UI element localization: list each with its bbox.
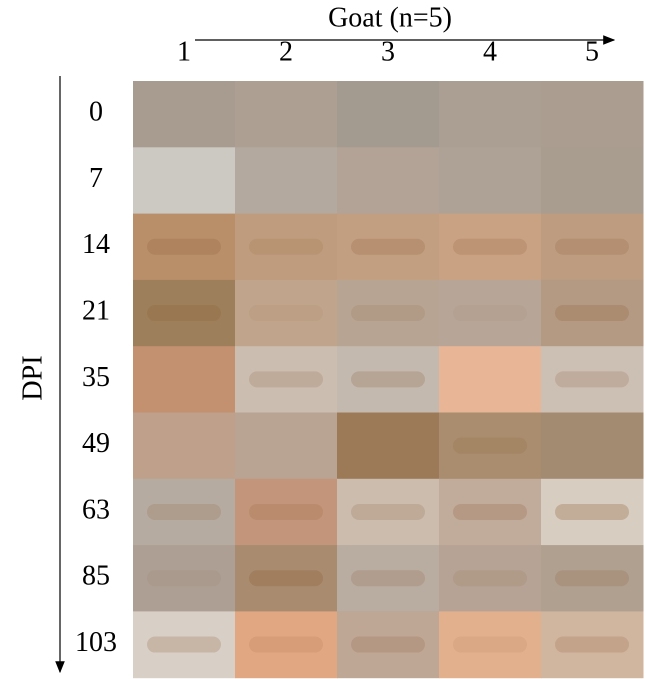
cell bbox=[439, 147, 542, 214]
band bbox=[147, 504, 221, 520]
figure: Goat (n=5) DPI 1 2 3 4 5 0 7 14 21 35 49 63 85 103 bbox=[0, 0, 646, 679]
band bbox=[249, 239, 323, 255]
band bbox=[555, 570, 629, 586]
band bbox=[453, 239, 527, 255]
band bbox=[453, 637, 527, 653]
band bbox=[351, 305, 425, 321]
image-grid bbox=[133, 81, 644, 678]
cell bbox=[133, 147, 236, 214]
band bbox=[555, 371, 629, 387]
band bbox=[351, 371, 425, 387]
row-title: DPI bbox=[17, 355, 48, 400]
cell bbox=[133, 346, 236, 413]
band bbox=[147, 239, 221, 255]
column-label: 2 bbox=[279, 36, 293, 67]
band bbox=[351, 504, 425, 520]
band bbox=[555, 504, 629, 520]
column-label: 3 bbox=[381, 36, 395, 67]
band bbox=[249, 504, 323, 520]
band bbox=[147, 305, 221, 321]
column-label: 4 bbox=[483, 36, 497, 67]
band bbox=[453, 305, 527, 321]
cell bbox=[235, 147, 338, 214]
cell bbox=[541, 413, 644, 480]
cell bbox=[439, 81, 542, 148]
row-label: 85 bbox=[82, 561, 110, 592]
row-label: 14 bbox=[82, 229, 110, 260]
band bbox=[453, 504, 527, 520]
row-label: 35 bbox=[82, 362, 110, 393]
cell bbox=[541, 81, 644, 148]
row-label: 103 bbox=[75, 627, 117, 658]
band bbox=[249, 570, 323, 586]
band bbox=[351, 637, 425, 653]
row-label: 49 bbox=[82, 428, 110, 459]
cell bbox=[337, 147, 440, 214]
cell bbox=[337, 413, 440, 480]
cell bbox=[133, 413, 236, 480]
band bbox=[147, 570, 221, 586]
cell bbox=[337, 81, 440, 148]
row-label: 21 bbox=[82, 295, 110, 326]
cell bbox=[439, 346, 542, 413]
row-label: 7 bbox=[89, 163, 103, 194]
band bbox=[249, 305, 323, 321]
column-title: Goat (n=5) bbox=[328, 2, 452, 33]
band bbox=[555, 305, 629, 321]
band bbox=[147, 637, 221, 653]
cell bbox=[133, 81, 236, 148]
band bbox=[249, 637, 323, 653]
column-label: 5 bbox=[585, 36, 599, 67]
band bbox=[555, 239, 629, 255]
row-label: 63 bbox=[82, 494, 110, 525]
band bbox=[351, 570, 425, 586]
band bbox=[249, 371, 323, 387]
cell bbox=[235, 81, 338, 148]
band bbox=[351, 239, 425, 255]
band bbox=[555, 637, 629, 653]
band bbox=[453, 570, 527, 586]
cell bbox=[235, 413, 338, 480]
band bbox=[453, 438, 527, 454]
cell bbox=[541, 147, 644, 214]
column-label: 1 bbox=[177, 36, 191, 67]
row-label: 0 bbox=[89, 97, 103, 128]
